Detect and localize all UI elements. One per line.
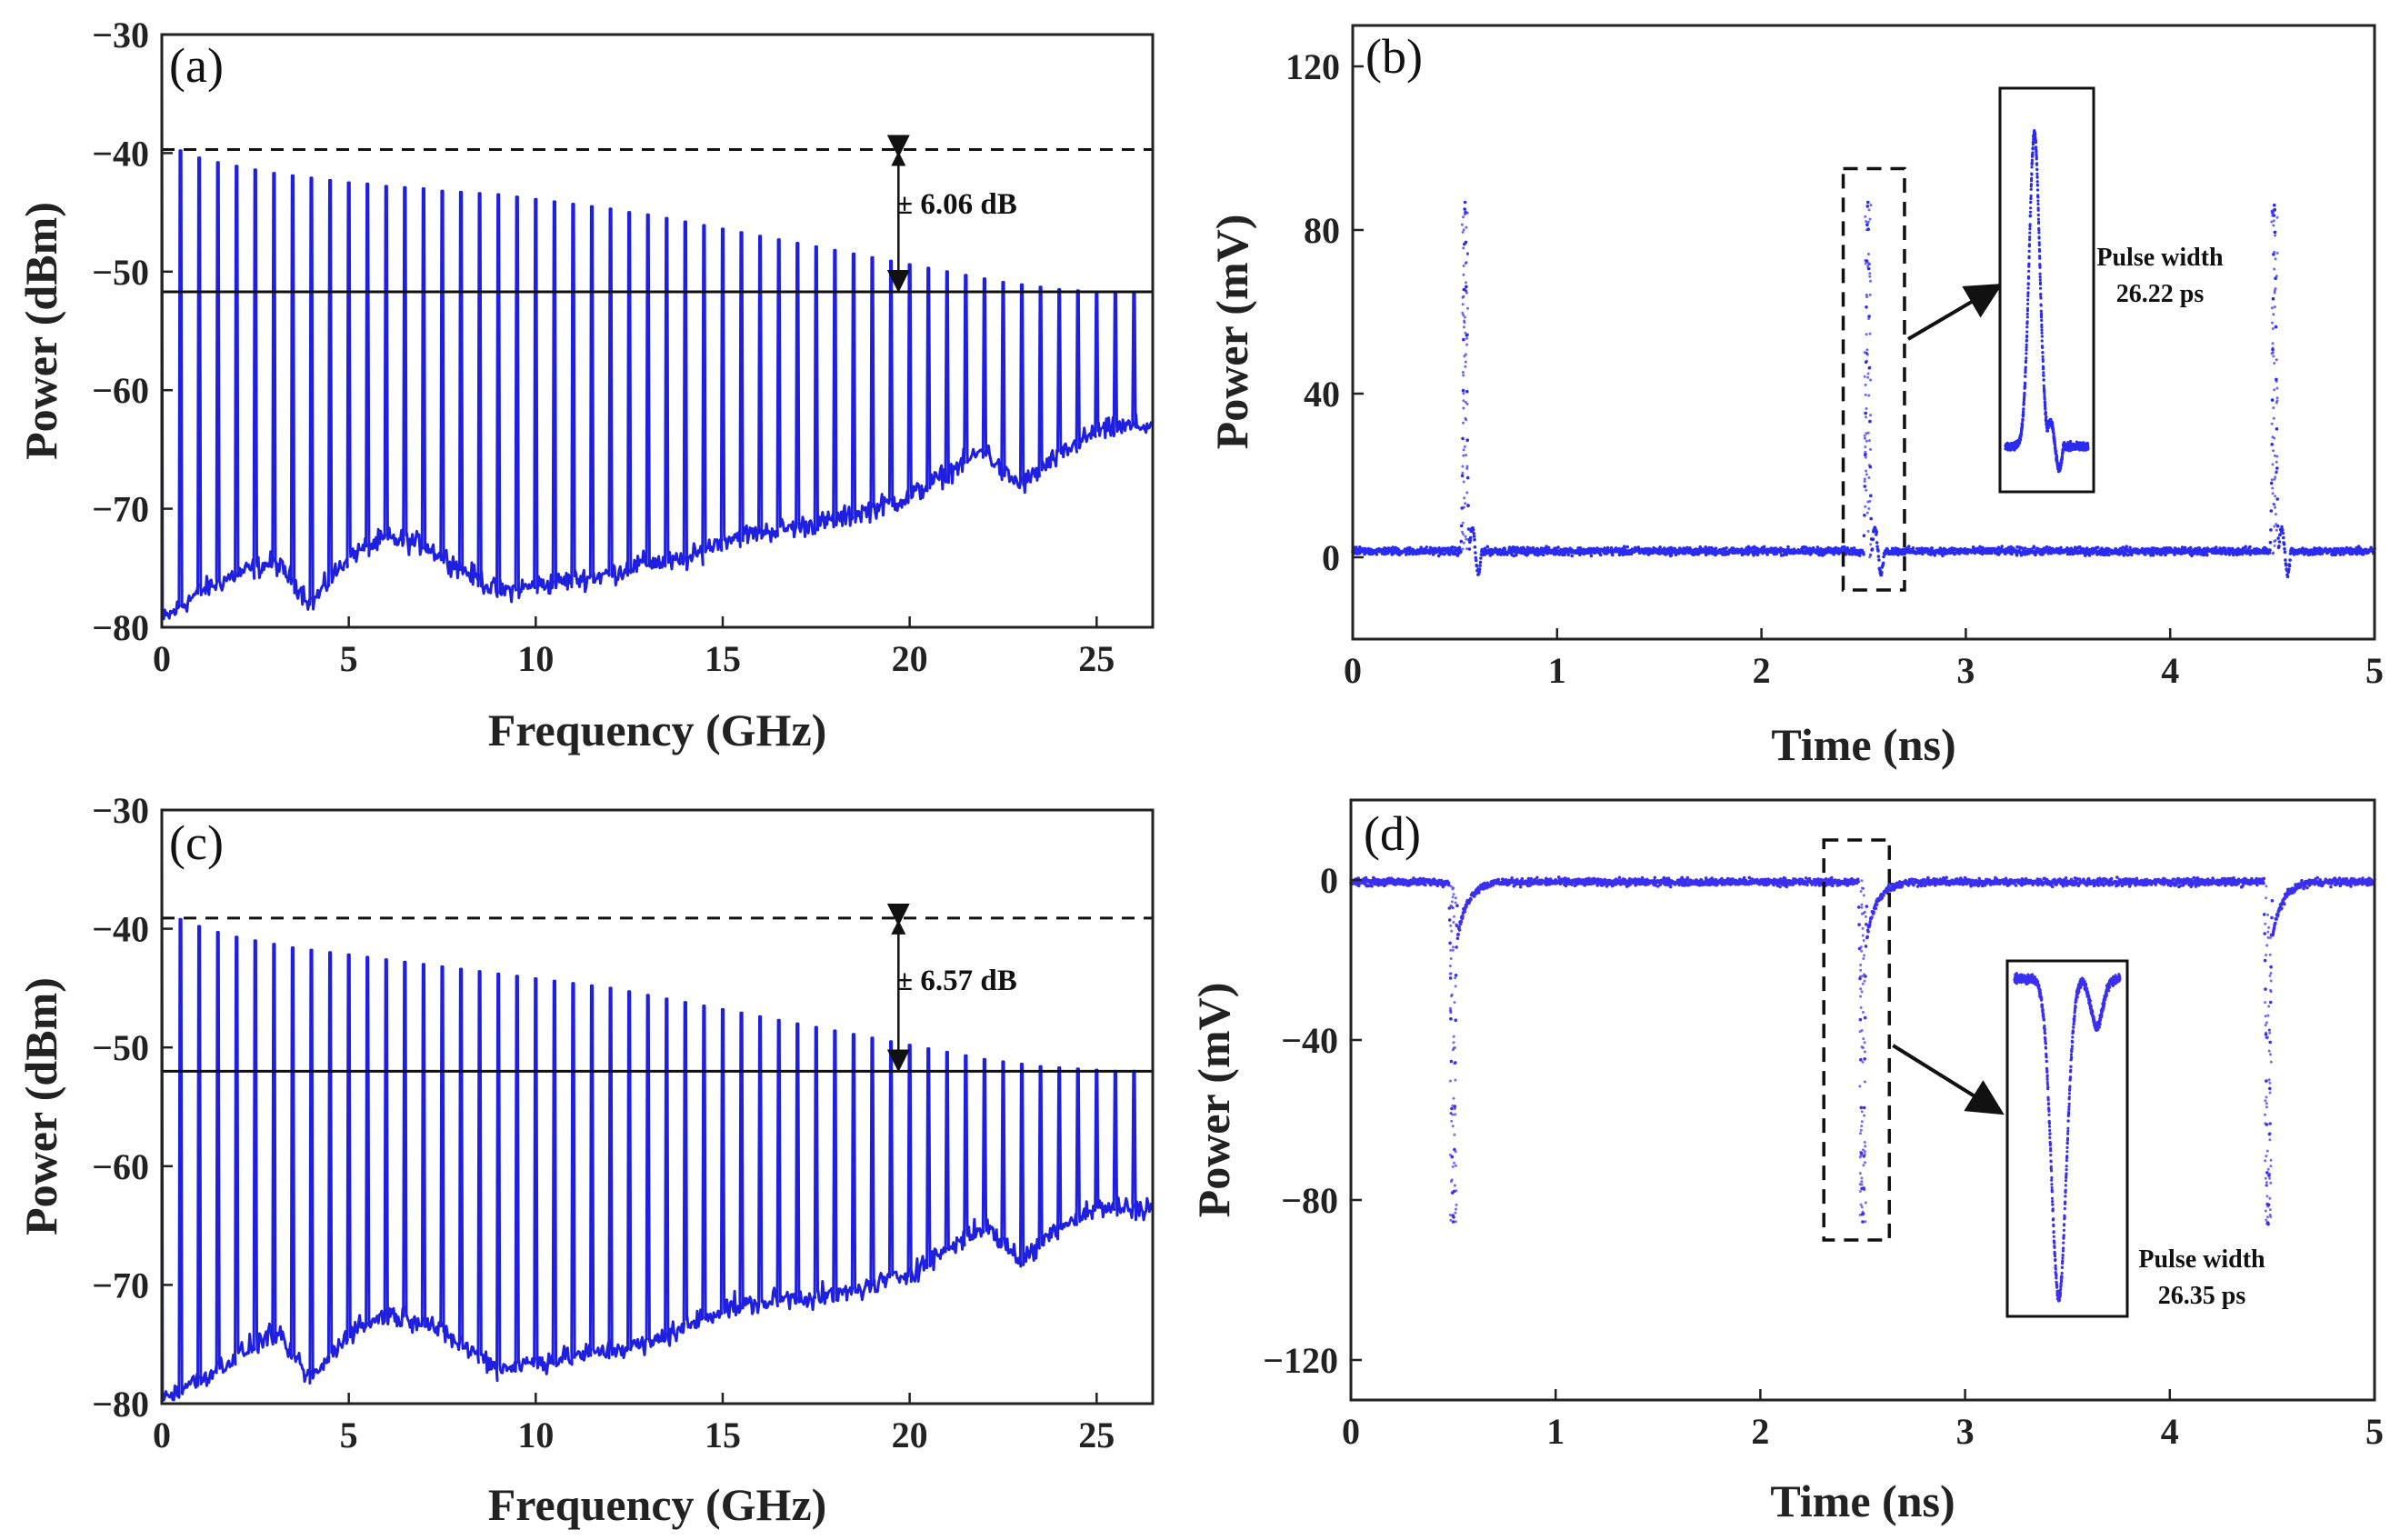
axes-frame	[160, 33, 1155, 629]
inset-label-line1: Pulse width	[2138, 1245, 2265, 1274]
range-annotation: ± 6.06 dB	[896, 188, 1017, 221]
y-axis-label: Power (mV)	[1188, 983, 1239, 1218]
x-tick-label: 5	[340, 1415, 358, 1455]
y-tick-label: −40	[1281, 1020, 1338, 1061]
y-tick-label: −80	[1281, 1180, 1338, 1221]
x-axis-label: Frequency (GHz)	[488, 1479, 827, 1530]
x-tick-label: 0	[153, 1415, 171, 1455]
y-tick-label: −60	[92, 1146, 149, 1187]
x-tick-label: 4	[2161, 1411, 2179, 1452]
x-tick-label: 15	[705, 638, 741, 679]
zoom-arrow	[1906, 283, 2003, 341]
x-tick-label: 5	[340, 638, 358, 679]
inset: Pulse width 26.22 ps	[1998, 86, 2224, 494]
inset-label-line2: 26.35 ps	[2158, 1282, 2246, 1310]
range-annotation: ± 6.57 dB	[896, 965, 1017, 997]
y-tick-label: −70	[92, 489, 149, 530]
y-tick-label: −30	[92, 790, 149, 831]
inset-label-line1: Pulse width	[2096, 244, 2224, 272]
panel-label: (d)	[1364, 806, 1421, 861]
x-tick-label: 0	[1342, 1411, 1360, 1452]
axes-frame	[1351, 24, 2376, 641]
y-tick-label: −120	[1263, 1340, 1338, 1381]
y-tick-label: 0	[1320, 860, 1338, 901]
zoom-box	[1841, 166, 1906, 592]
inset-label-line2: 26.22 ps	[2116, 280, 2205, 308]
panel-label: (a)	[169, 38, 224, 93]
x-tick-label: 3	[1956, 1411, 1975, 1452]
trace-series	[1351, 200, 2376, 579]
inset: Pulse width 26.35 ps	[2005, 959, 2265, 1318]
panel-label: (b)	[1365, 29, 1423, 84]
y-tick-label: −60	[92, 370, 149, 411]
x-axis-label: Time (ns)	[1771, 719, 1955, 770]
x-tick-label: 0	[153, 638, 171, 679]
y-tick-label: 40	[1304, 374, 1340, 415]
x-tick-label: 10	[517, 638, 554, 679]
x-tick-label: 2	[1751, 1411, 1769, 1452]
x-axis-label: Frequency (GHz)	[488, 705, 827, 755]
zoom-arrow	[1892, 1044, 2005, 1115]
y-tick-label: 0	[1322, 537, 1340, 578]
x-tick-label: 20	[892, 1415, 928, 1455]
range-arrow-head	[891, 919, 906, 935]
y-tick-label: −40	[92, 133, 149, 174]
x-tick-label: 0	[1344, 650, 1362, 691]
x-tick-label: 4	[2161, 650, 2179, 691]
x-tick-label: 2	[1753, 650, 1771, 691]
inset-trace	[2004, 129, 2090, 474]
x-tick-label: 1	[1546, 1411, 1565, 1452]
axes-frame	[1349, 798, 2376, 1402]
range-arrow-head	[891, 151, 906, 166]
zoom-box	[1822, 838, 1892, 1242]
y-tick-label: −70	[92, 1265, 149, 1305]
y-tick-label: 80	[1304, 210, 1340, 251]
x-tick-label: 5	[2365, 1411, 2384, 1452]
x-tick-label: 5	[2365, 650, 2384, 691]
x-tick-label: 10	[517, 1415, 554, 1455]
x-axis-label: Time (ns)	[1770, 1475, 1955, 1526]
trace-series	[1349, 875, 2376, 1226]
x-tick-label: 15	[705, 1415, 741, 1455]
x-tick-label: 3	[1956, 650, 1975, 691]
y-tick-label: −80	[92, 1384, 149, 1425]
panel-label: (c)	[169, 815, 224, 870]
y-axis-label: Power (mV)	[1206, 215, 1257, 450]
y-tick-label: −80	[92, 607, 149, 648]
y-tick-label: −40	[92, 909, 149, 950]
x-tick-label: 1	[1548, 650, 1566, 691]
y-tick-label: 120	[1285, 46, 1340, 87]
y-tick-label: −30	[92, 15, 149, 55]
spectrum-series	[160, 815, 1154, 1402]
panel-c: 0 5 10 15 20 25 −30 −40 −50 −60 −70 −80 (c) Frequen…	[15, 790, 1155, 1530]
y-tick-label: −50	[92, 252, 149, 293]
inset-trace	[2013, 972, 2122, 1303]
x-tick-label: 25	[1078, 1415, 1115, 1455]
axes-frame	[160, 808, 1155, 1405]
y-tick-label: −50	[92, 1027, 149, 1068]
panel-d: 0 1 2 3 4 5 0 −40 −80 −120 (d) Time (ns) Power (m…	[1188, 798, 2384, 1526]
y-axis-label: Power (dBm)	[15, 977, 66, 1235]
panel-a: 0 5 10 15 20 25 −30 −40 −50 −60 −70 −80 (a) Frequen…	[15, 15, 1155, 755]
spectrum-series	[160, 40, 1154, 621]
x-tick-label: 25	[1078, 638, 1115, 679]
x-tick-label: 20	[892, 638, 928, 679]
y-axis-label: Power (dBm)	[15, 202, 66, 460]
